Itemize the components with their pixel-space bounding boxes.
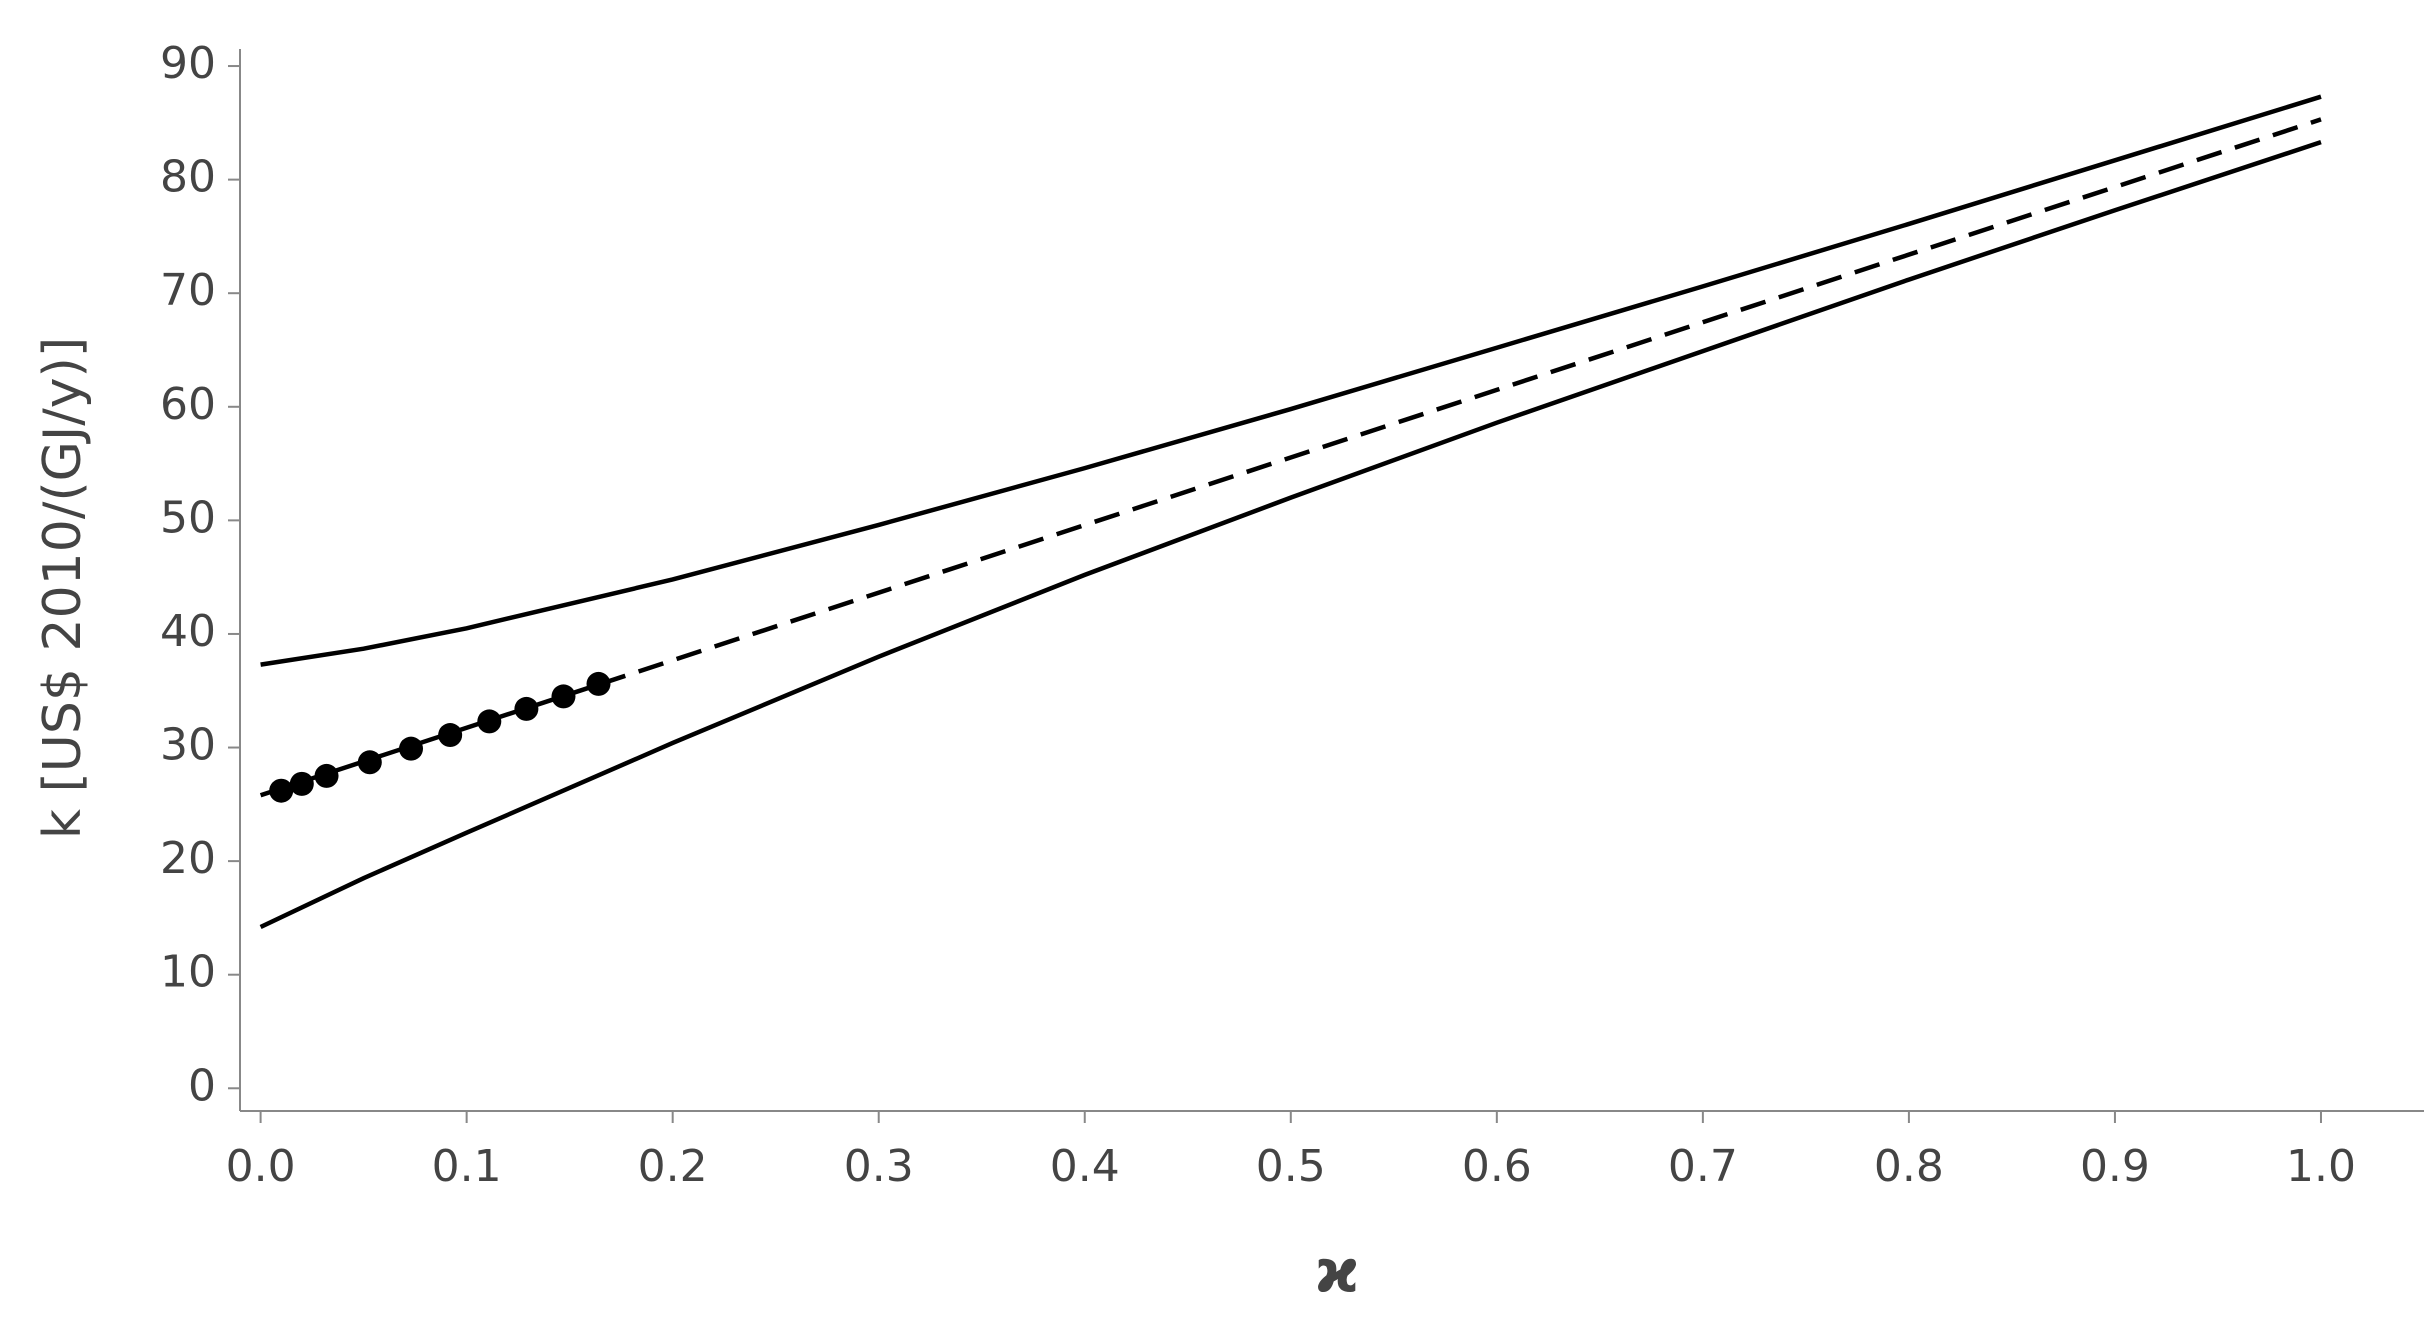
y-tick-label: 20 xyxy=(160,833,216,884)
data-point xyxy=(357,750,382,775)
x-tick-label: 0.3 xyxy=(844,1141,914,1192)
line-series xyxy=(260,94,2322,667)
y-axis-label: k [US$ 2010/(GJ/y)] xyxy=(33,337,93,839)
y-tick-label: 70 xyxy=(160,265,216,316)
x-tick-label: 0.4 xyxy=(1050,1141,1120,1192)
y-tick-label: 60 xyxy=(160,379,216,430)
data-point xyxy=(551,684,576,709)
x-tick-label: 0.9 xyxy=(2080,1141,2150,1192)
x-tick-label: 0.6 xyxy=(1462,1141,1532,1192)
x-tick-label: 0.5 xyxy=(1256,1141,1326,1192)
x-tick-label: 0.8 xyxy=(1874,1141,1944,1192)
data-point xyxy=(514,696,539,721)
data-point xyxy=(314,763,339,788)
y-tick-label: 50 xyxy=(160,492,216,543)
data-point xyxy=(586,671,611,696)
data-point xyxy=(438,723,463,748)
x-tick-label: 1.0 xyxy=(2286,1141,2356,1192)
line-series xyxy=(259,140,2322,930)
data-point xyxy=(399,736,424,761)
x-tick-label: 0.7 xyxy=(1668,1141,1738,1192)
data-point xyxy=(289,771,314,796)
x-tick-label: 0.1 xyxy=(432,1141,502,1192)
y-tick-label: 10 xyxy=(160,947,216,998)
line-series xyxy=(599,117,2322,687)
y-tick-label: 40 xyxy=(160,606,216,657)
data-point xyxy=(477,709,502,734)
x-tick-label: 0.0 xyxy=(226,1141,296,1192)
y-tick-label: 90 xyxy=(160,38,216,89)
y-tick-label: 0 xyxy=(188,1060,216,1111)
x-axis-label: ϰ xyxy=(1315,1237,1360,1307)
data-point xyxy=(269,778,294,803)
x-tick-label: 0.2 xyxy=(638,1141,708,1192)
y-tick-label: 30 xyxy=(160,720,216,771)
y-tick-label: 80 xyxy=(160,152,216,203)
